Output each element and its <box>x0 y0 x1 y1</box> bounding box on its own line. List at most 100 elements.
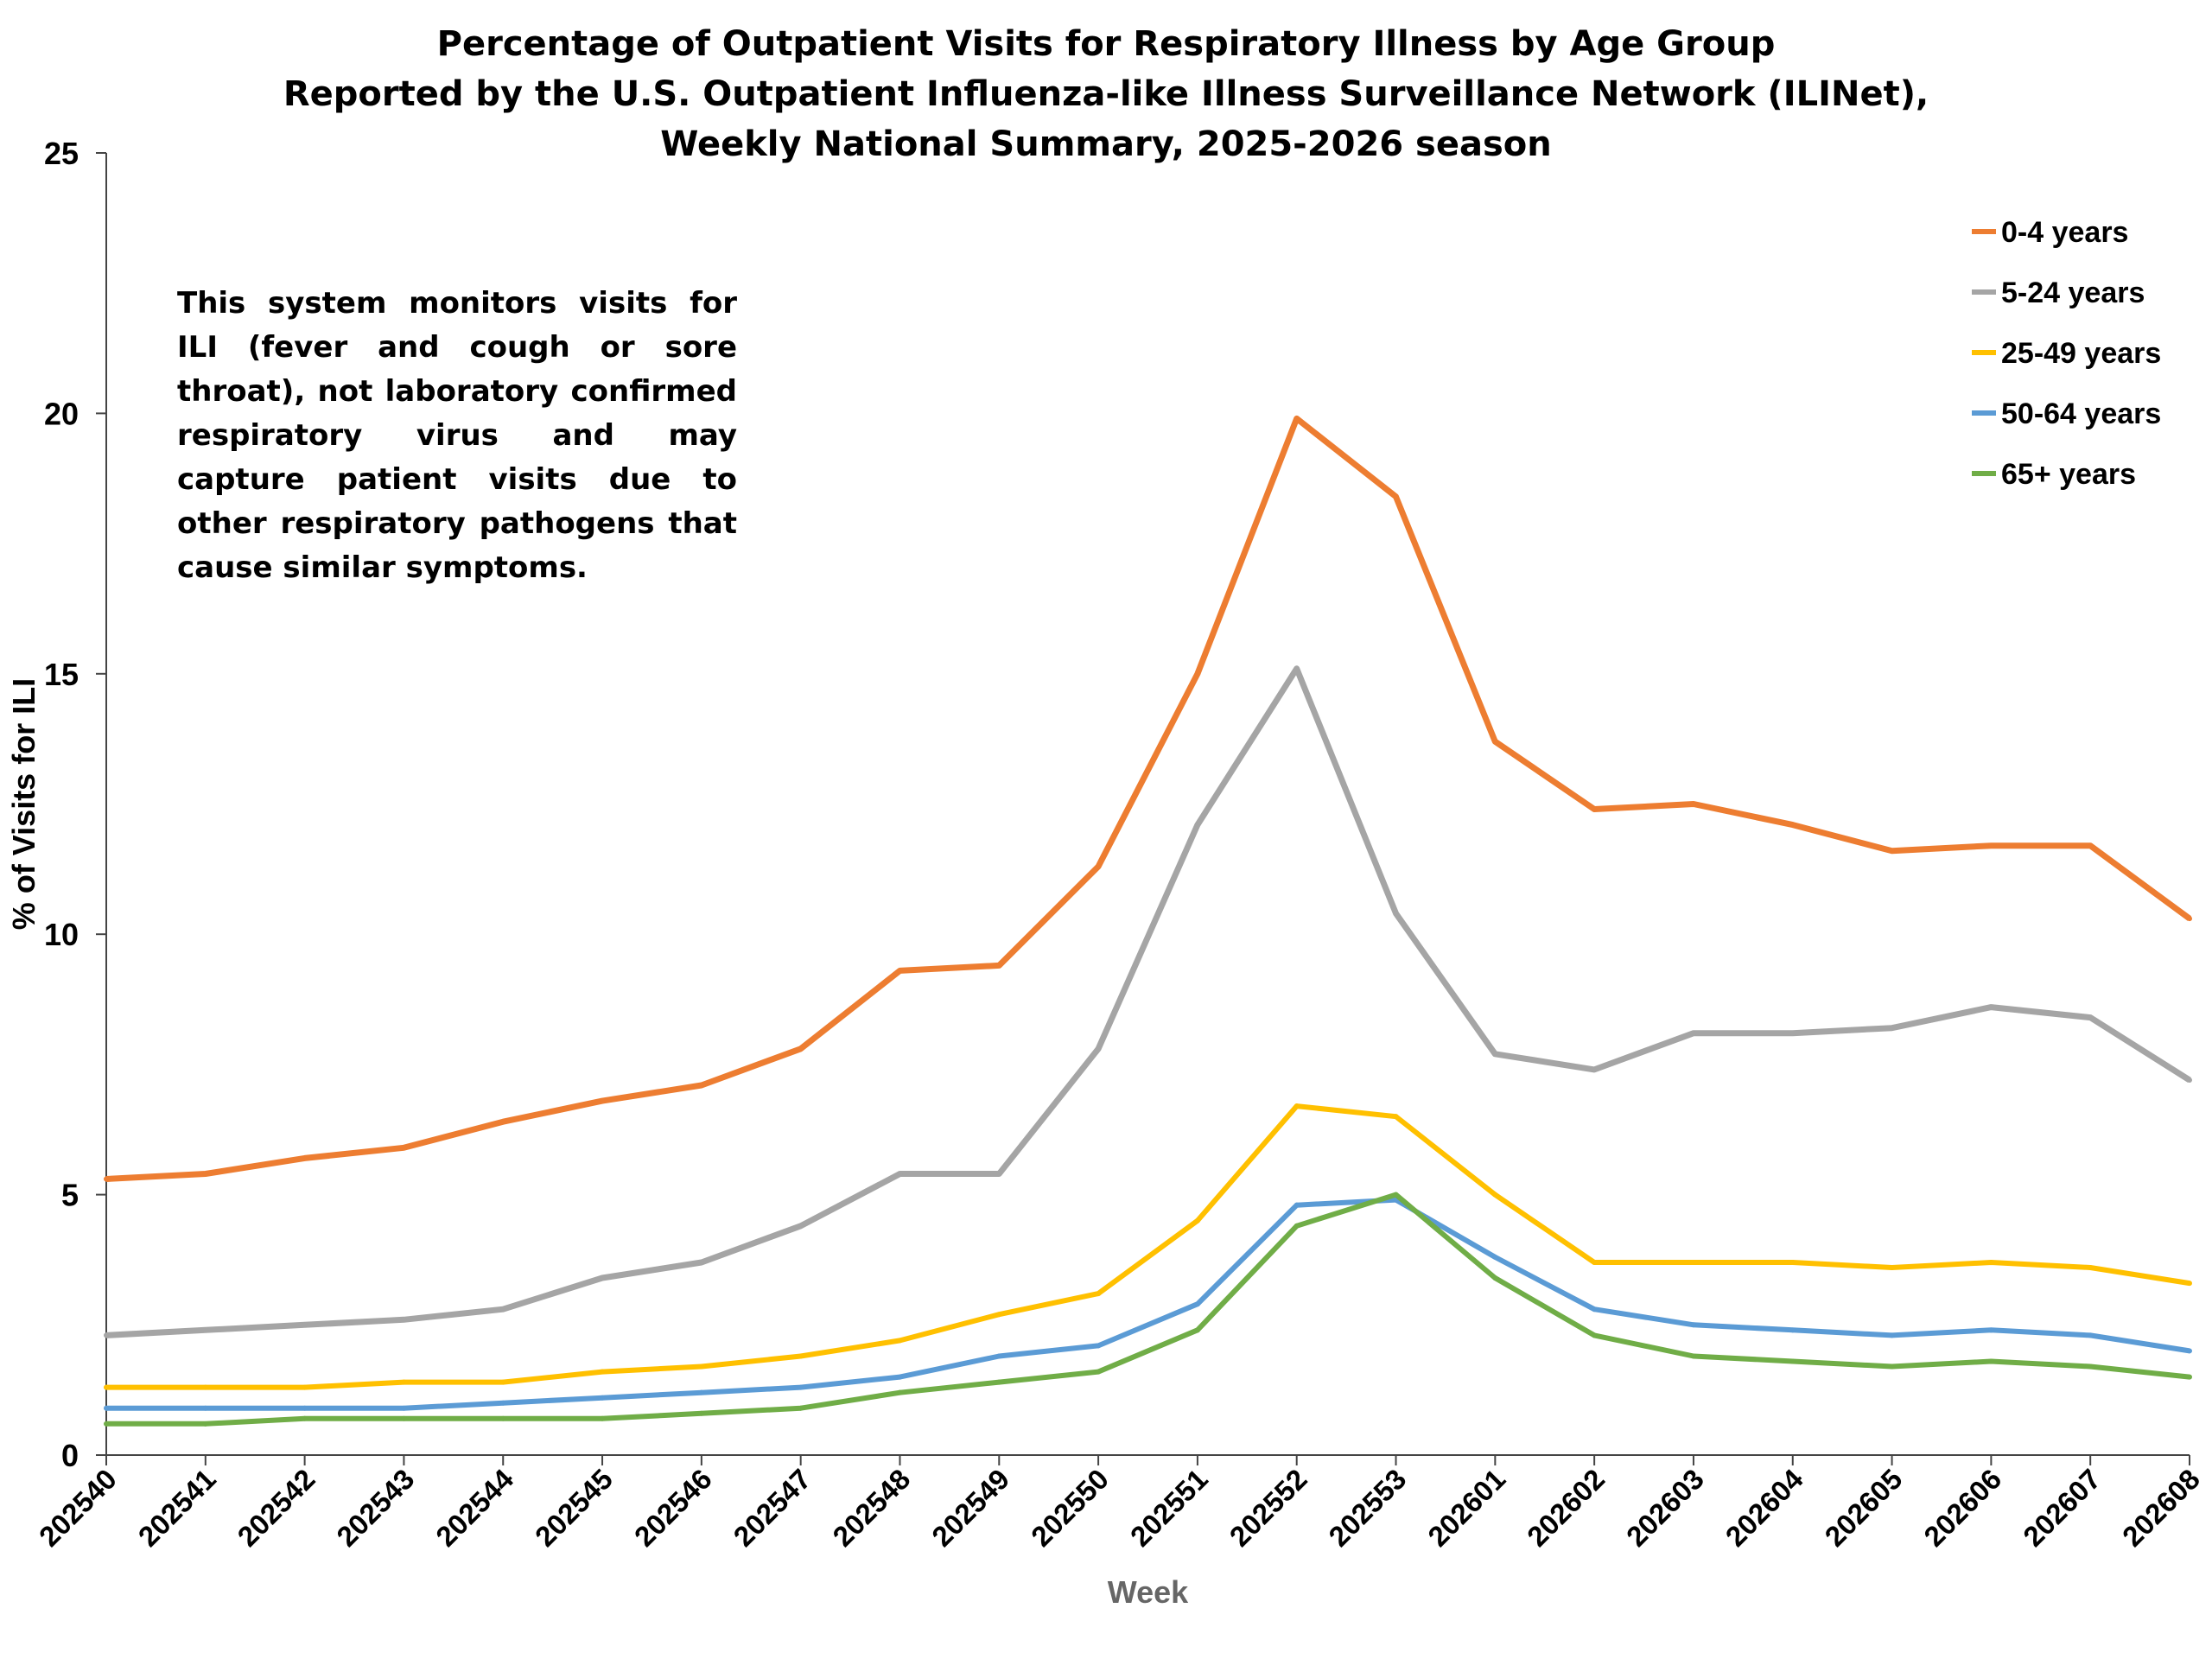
data-point <box>104 1384 109 1390</box>
legend-label: 25-49 years <box>2001 337 2161 370</box>
data-point <box>104 1332 109 1338</box>
title-line: Reported by the U.S. Outpatient Influenz… <box>283 74 1929 114</box>
data-point <box>2088 1363 2094 1370</box>
data-point <box>798 1405 804 1411</box>
x-tick-label: 202602 <box>1521 1463 1611 1553</box>
data-point <box>302 1405 308 1411</box>
data-point <box>798 1223 804 1229</box>
data-point <box>2088 1332 2094 1338</box>
data-point <box>1789 822 1796 828</box>
data-point <box>698 1259 704 1265</box>
data-point <box>1096 1291 1102 1297</box>
data-point <box>2187 916 2192 922</box>
data-point <box>600 1395 606 1401</box>
data-point <box>1889 1025 1895 1031</box>
data-point <box>996 963 1002 969</box>
data-point <box>2088 842 2094 849</box>
y-tick-label: 20 <box>44 396 79 431</box>
y-tick-label: 15 <box>44 657 79 692</box>
x-tick-label: 202552 <box>1224 1463 1313 1553</box>
x-tick-label: 202607 <box>2017 1463 2107 1553</box>
x-tick-label: 202603 <box>1620 1463 1710 1553</box>
data-point <box>1492 1254 1498 1260</box>
data-point <box>600 1098 606 1104</box>
x-tick-label: 202608 <box>2116 1463 2206 1553</box>
data-point <box>500 1400 506 1406</box>
data-point <box>1096 863 1102 869</box>
chart-title: Percentage of Outpatient Visits for Resp… <box>0 19 2212 169</box>
x-tick-label: 202545 <box>529 1463 619 1553</box>
data-point <box>798 1384 804 1390</box>
data-point <box>1592 1066 1598 1072</box>
data-point <box>1393 1114 1399 1120</box>
data-point <box>1988 1327 1994 1333</box>
x-tick-label: 202606 <box>1917 1463 2007 1553</box>
x-tick-label: 202547 <box>728 1463 817 1553</box>
data-point <box>2187 1077 2192 1083</box>
data-point <box>798 1353 804 1359</box>
data-point <box>1592 1332 1598 1338</box>
data-point <box>1194 1301 1200 1307</box>
data-point <box>1789 1327 1796 1333</box>
legend-label: 0-4 years <box>2001 216 2128 249</box>
data-point <box>2187 1374 2192 1380</box>
data-point <box>302 1155 308 1161</box>
x-tick-label: 202541 <box>132 1463 222 1553</box>
series-line-2 <box>106 1103 2190 1390</box>
data-point <box>1889 848 1895 854</box>
data-point <box>1592 1306 1598 1313</box>
data-point <box>1889 1363 1895 1370</box>
y-tick-label: 25 <box>44 136 79 171</box>
data-point <box>897 1171 903 1177</box>
data-point <box>1789 1030 1796 1036</box>
data-point <box>2187 1348 2192 1354</box>
x-axis-title: Week <box>1108 1574 1189 1610</box>
data-point <box>996 1353 1002 1359</box>
x-tick-label: 202544 <box>429 1462 519 1552</box>
data-point <box>1194 671 1200 677</box>
data-point <box>798 1046 804 1052</box>
series-line-4 <box>106 1192 2190 1427</box>
data-point <box>1789 1358 1796 1364</box>
data-point <box>202 1421 208 1427</box>
data-point <box>302 1322 308 1328</box>
data-point <box>1096 1343 1102 1349</box>
data-point <box>1690 1259 1696 1265</box>
data-point <box>1194 1217 1200 1224</box>
data-point <box>600 1369 606 1375</box>
legend-label: 5-24 years <box>2001 276 2145 309</box>
data-point <box>104 1405 109 1411</box>
data-point <box>500 1415 506 1421</box>
data-point <box>401 1415 407 1421</box>
x-tick-label: 202543 <box>330 1463 420 1553</box>
x-tick-label: 202540 <box>33 1463 123 1553</box>
data-point <box>1492 1051 1498 1057</box>
annotation-note: This system monitors visits for ILI (fev… <box>177 286 737 585</box>
data-point <box>401 1379 407 1385</box>
data-point <box>202 1171 208 1177</box>
x-tick-label: 202601 <box>1421 1463 1511 1553</box>
data-point <box>1194 822 1200 828</box>
y-tick-label: 10 <box>44 917 79 952</box>
x-tick-label: 202550 <box>1025 1463 1115 1553</box>
data-point <box>2088 1264 2094 1270</box>
data-point <box>1889 1264 1895 1270</box>
x-tick-label: 202546 <box>628 1463 718 1553</box>
y-tick-label: 0 <box>61 1438 79 1473</box>
data-point <box>698 1389 704 1395</box>
data-point <box>202 1327 208 1333</box>
data-point <box>1492 739 1498 745</box>
series-line-0 <box>105 415 2192 1182</box>
data-point <box>1988 1259 1994 1265</box>
data-point <box>500 1119 506 1125</box>
data-point <box>897 968 903 974</box>
data-point <box>1492 1192 1498 1198</box>
data-point <box>1194 1327 1200 1333</box>
data-point <box>1096 1369 1102 1375</box>
data-point <box>996 1379 1002 1385</box>
data-point <box>2187 1281 2192 1287</box>
data-point <box>897 1374 903 1380</box>
data-point <box>202 1405 208 1411</box>
x-tick-label: 202542 <box>232 1463 321 1553</box>
